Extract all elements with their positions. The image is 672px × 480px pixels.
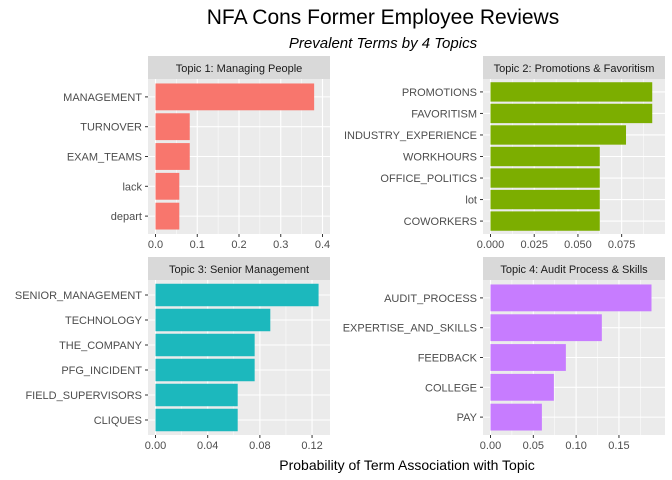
x-tick-label: 0.10 <box>565 440 586 452</box>
y-tick-label: SENIOR_MANAGEMENT <box>15 290 142 302</box>
bar-feedback <box>490 344 566 371</box>
y-tick-label: COLLEGE <box>425 382 477 394</box>
facet-panel-1: Topic 1: Managing People 0.0 0.1 0.2 0.3 0.4 M… <box>63 56 330 251</box>
bar-workhours <box>490 146 600 167</box>
x-tick-label: 0.050 <box>564 239 592 251</box>
bar-office-politics <box>490 168 600 188</box>
bar-the-company <box>155 333 255 357</box>
bar-promotions <box>490 82 653 102</box>
bar-college <box>490 373 554 401</box>
bar-expertise-and-skills <box>490 314 602 342</box>
y-tick-label: TURNOVER <box>80 122 142 134</box>
x-tick-label: 0.0 <box>148 239 163 251</box>
y-tick-label: COWORKERS <box>404 216 477 228</box>
x-tick-label: 0.00 <box>145 440 166 452</box>
x-tick-label: 0.00 <box>480 440 501 452</box>
x-tick-label: 0.4 <box>315 239 330 251</box>
y-tick-label: PFG_INCIDENT <box>61 365 142 377</box>
facet-strip-label: Topic 4: Audit Process & Skills <box>500 264 648 276</box>
y-tick-label: THE_COMPANY <box>59 340 143 352</box>
facet-strip-label: Topic 3: Senior Management <box>169 264 309 276</box>
bar-pay <box>490 403 542 431</box>
bar-audit-process <box>490 284 652 312</box>
x-tick-label: 0.08 <box>249 440 270 452</box>
facet-panel-3: Topic 3: Senior Management 0.00 0.04 0.08 0.… <box>15 257 330 452</box>
bar-field-supervisors <box>155 383 238 407</box>
bar-technology <box>155 308 271 332</box>
y-tick-label: WORKHOURS <box>403 152 477 164</box>
facet-strip <box>148 257 330 280</box>
bar-lack <box>155 172 180 200</box>
y-tick-label: depart <box>111 211 142 223</box>
y-tick-label: lack <box>122 181 142 193</box>
bar-favoritism <box>490 103 653 124</box>
x-axis-label: Probability of Term Association with Top… <box>279 457 535 473</box>
facet-strip-label: Topic 1: Managing People <box>176 63 303 75</box>
bar-lot <box>490 189 600 210</box>
y-tick-label: PROMOTIONS <box>402 87 477 99</box>
x-tick-label: 0.025 <box>520 239 548 251</box>
facet-panel-4: Topic 4: Audit Process & Skills 0.00 0.05 0… <box>343 257 665 452</box>
x-tick-label: 0.15 <box>608 440 629 452</box>
x-tick-label: 0.1 <box>190 239 205 251</box>
bar-cliques <box>155 408 238 432</box>
bar-exam-teams <box>155 143 190 170</box>
facet-panels: Topic 1: Managing People 0.0 0.1 0.2 0.3 0.4 M… <box>15 56 665 452</box>
x-tick-label: 0.3 <box>273 239 288 251</box>
y-tick-label: PAY <box>457 412 478 424</box>
y-tick-label: CLIQUES <box>94 415 142 427</box>
y-tick-label: lot <box>465 195 477 207</box>
facet-strip-label: Topic 2: Promotions & Favoritism <box>494 63 655 75</box>
facet-panel-2: Topic 2: Promotions & Favoritism 0.000 0.0… <box>344 56 665 251</box>
y-tick-label: EXPERTISE_AND_SKILLS <box>343 323 477 335</box>
y-tick-label: OFFICE_POLITICS <box>380 173 477 185</box>
bar-senior-management <box>155 283 319 307</box>
x-tick-label: 0.05 <box>523 440 544 452</box>
bar-coworkers <box>490 211 600 231</box>
y-tick-label: EXAM_TEAMS <box>67 152 142 164</box>
bar-management <box>155 83 315 111</box>
x-tick-label: 0.04 <box>197 440 218 452</box>
x-tick-label: 0.000 <box>477 239 505 251</box>
bar-depart <box>155 202 180 230</box>
y-tick-label: MANAGEMENT <box>63 92 142 104</box>
x-tick-label: 0.2 <box>231 239 246 251</box>
y-tick-label: INDUSTRY_EXPERIENCE <box>344 130 477 142</box>
facet-strip <box>483 257 665 280</box>
facet-strip <box>483 56 665 79</box>
facet-strip <box>148 56 330 79</box>
y-tick-label: AUDIT_PROCESS <box>384 293 477 305</box>
y-tick-label: FIELD_SUPERVISORS <box>25 390 142 402</box>
y-tick-label: FAVORITISM <box>411 108 477 120</box>
y-tick-label: TECHNOLOGY <box>65 315 143 327</box>
chart-title: NFA Cons Former Employee Reviews <box>207 6 559 29</box>
chart-subtitle: Prevalent Terms by 4 Topics <box>289 35 478 52</box>
x-tick-label: 0.12 <box>301 440 322 452</box>
bar-turnover <box>155 113 190 141</box>
y-tick-label: FEEDBACK <box>418 353 478 365</box>
bar-pfg-incident <box>155 358 255 382</box>
bar-industry-experience <box>490 125 627 145</box>
x-tick-label: 0.075 <box>608 239 636 251</box>
